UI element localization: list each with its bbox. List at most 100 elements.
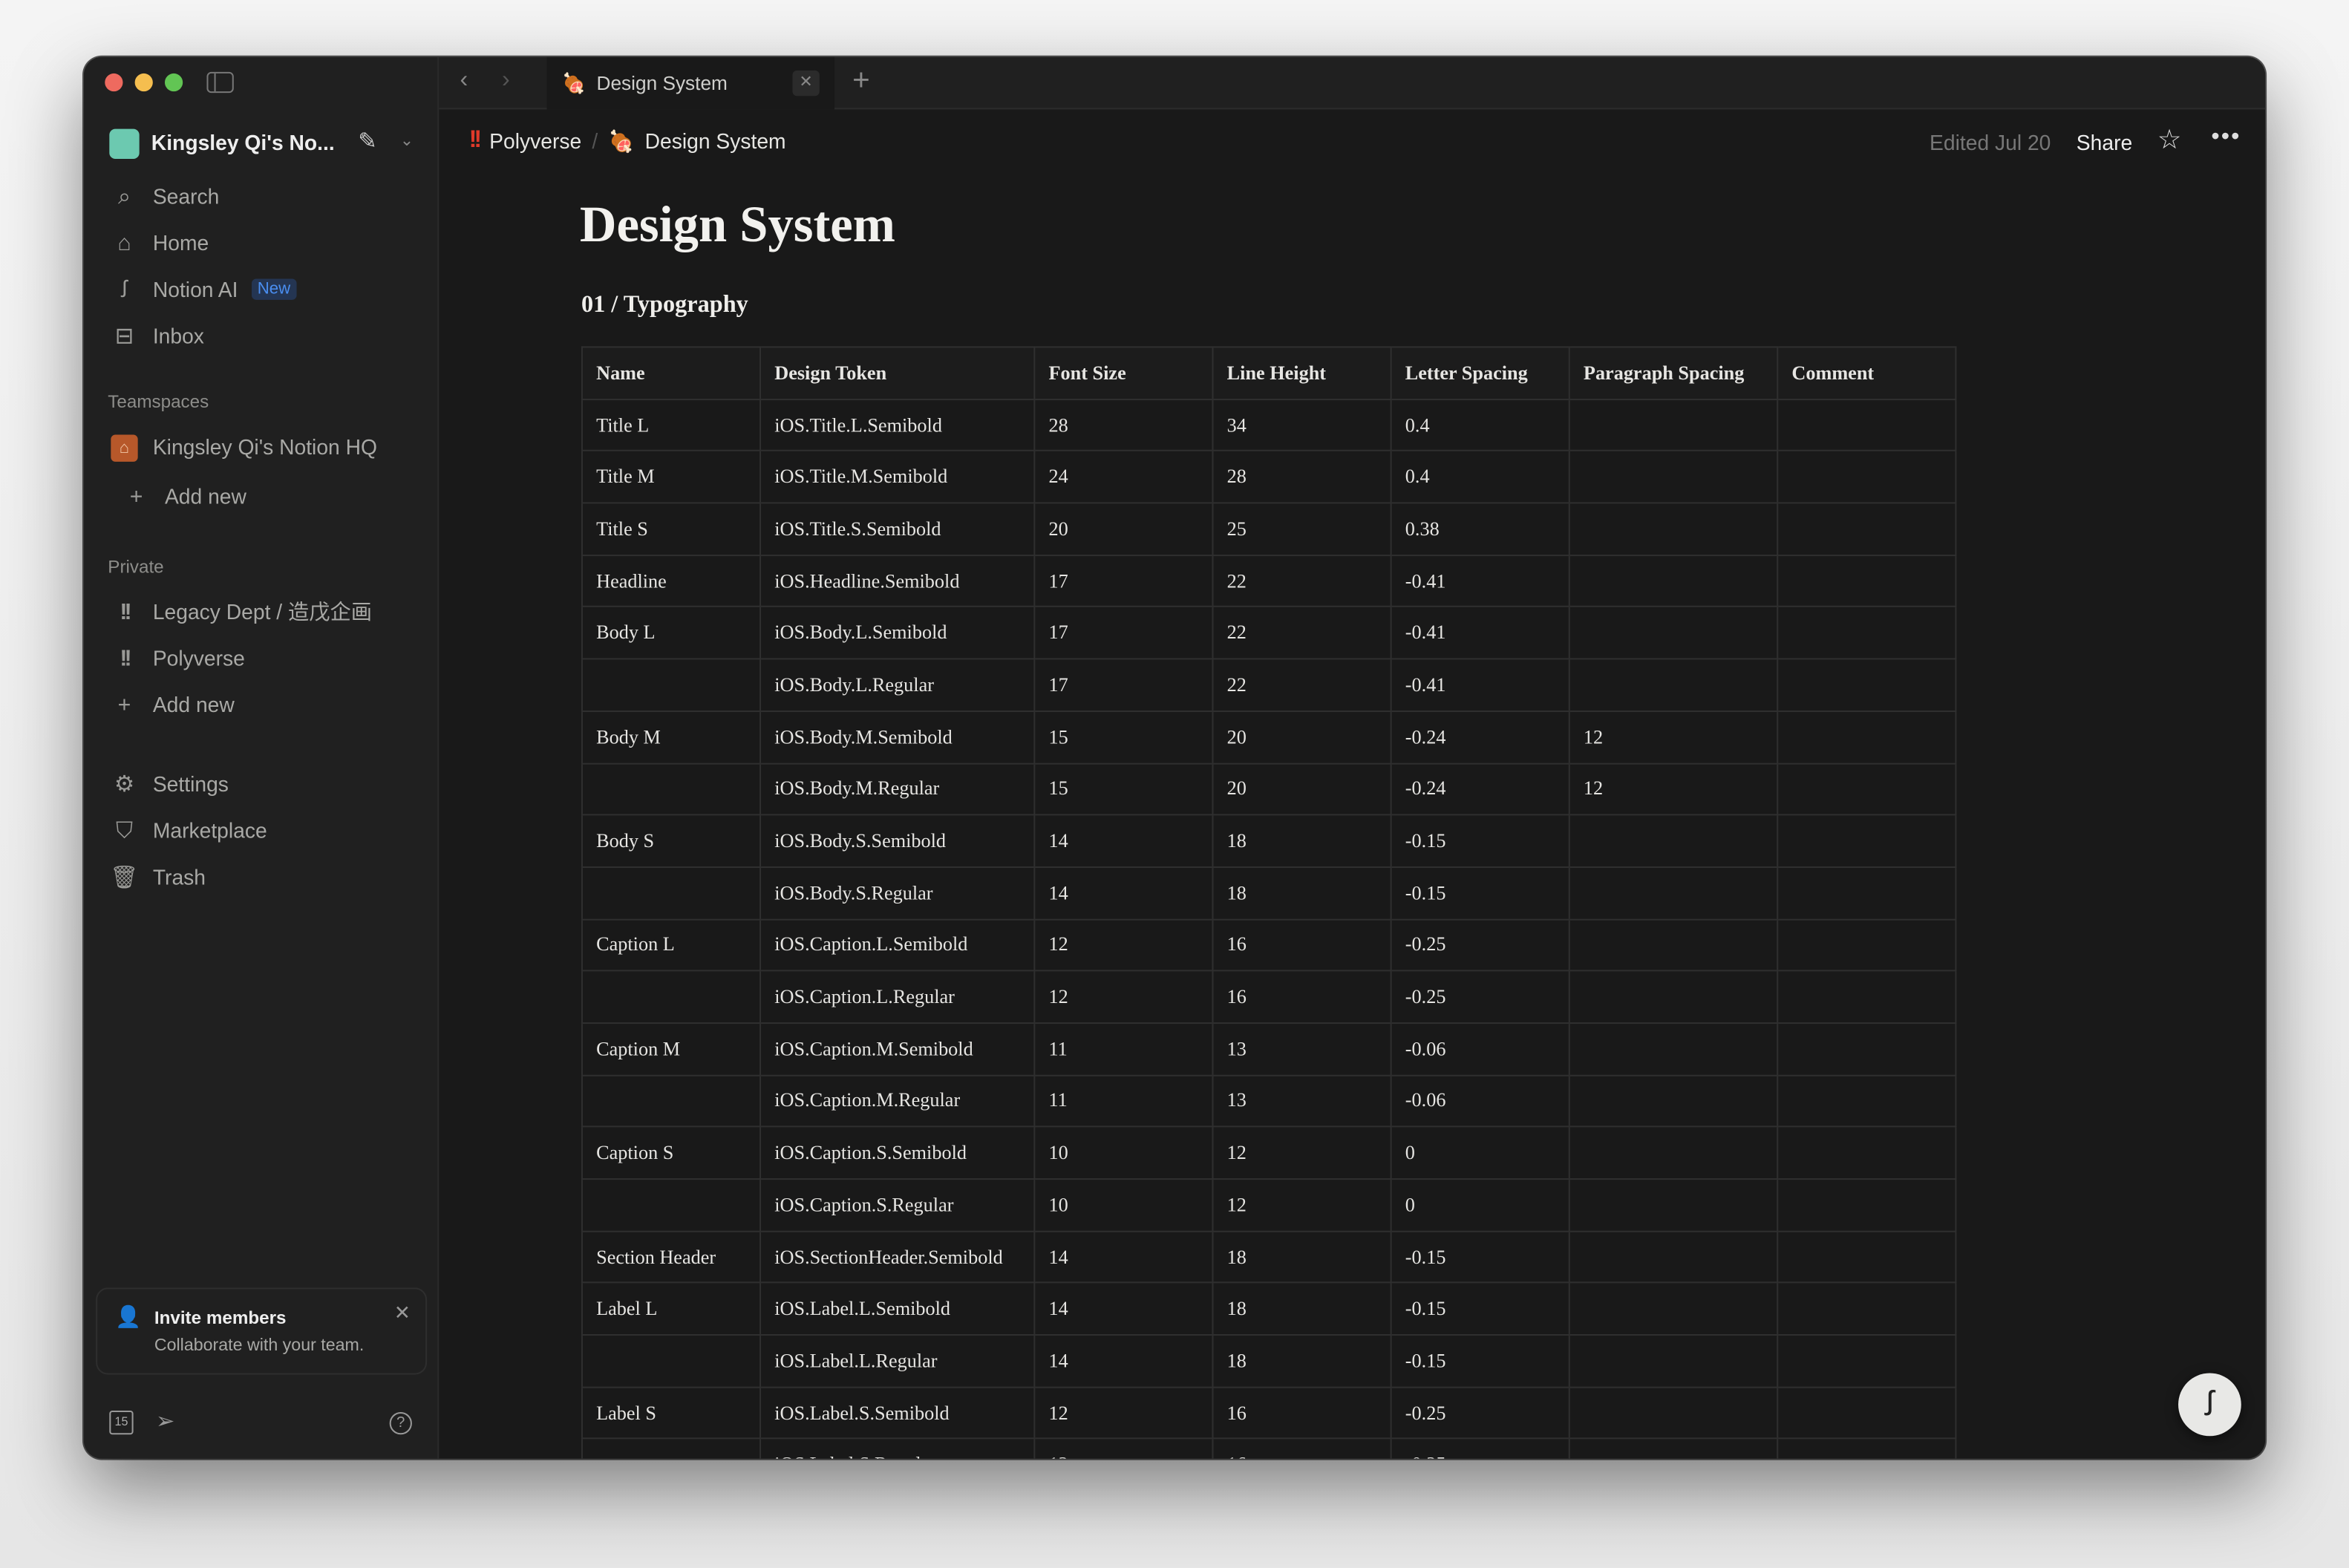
table-cell[interactable] (1777, 918, 1957, 972)
table-cell[interactable] (1777, 970, 1957, 1024)
table-cell[interactable]: iOS.Body.S.Regular (759, 866, 1036, 920)
table-cell[interactable]: iOS.Label.S.Regular (759, 1438, 1036, 1459)
table-cell[interactable]: Title L (581, 398, 762, 452)
table-cell[interactable]: 17 (1033, 658, 1214, 712)
table-cell[interactable] (1777, 814, 1957, 868)
table-cell[interactable]: 0 (1390, 1178, 1570, 1232)
sidebar-add-teamspace[interactable]: + Add new (121, 477, 246, 515)
table-cell[interactable]: -0.41 (1390, 554, 1570, 608)
table-cell[interactable]: 18 (1212, 866, 1392, 920)
table-cell[interactable]: -0.41 (1390, 606, 1570, 660)
more-options-icon[interactable]: ••• (2211, 124, 2241, 150)
table-cell[interactable]: -0.15 (1390, 1282, 1570, 1336)
table-cell[interactable]: 13 (1212, 1022, 1392, 1076)
table-cell[interactable]: iOS.Label.L.Regular (759, 1334, 1036, 1388)
table-cell[interactable]: Label L (581, 1282, 762, 1336)
sidebar-toggle-icon[interactable] (206, 71, 234, 94)
table-cell[interactable]: 13 (1212, 1074, 1392, 1128)
table-cell[interactable] (1777, 1282, 1957, 1336)
calendar-icon[interactable]: 15 (109, 1410, 134, 1435)
table-cell[interactable] (1777, 398, 1957, 452)
table-cell[interactable]: -0.25 (1390, 1438, 1570, 1459)
table-cell[interactable]: iOS.Title.S.Semibold (759, 502, 1036, 556)
table-cell[interactable]: -0.25 (1390, 918, 1570, 972)
table-cell[interactable]: 12 (1033, 1438, 1214, 1459)
table-cell[interactable] (1777, 866, 1957, 920)
table-cell[interactable]: 0.4 (1390, 398, 1570, 452)
table-cell[interactable]: 20 (1212, 710, 1392, 764)
table-cell[interactable] (1568, 1334, 1779, 1388)
table-cell[interactable]: 12 (1568, 710, 1779, 764)
table-cell[interactable]: 0 (1390, 1126, 1570, 1180)
table-cell[interactable]: iOS.Body.L.Semibold (759, 606, 1036, 660)
table-cell[interactable] (1777, 606, 1957, 660)
table-cell[interactable] (1568, 502, 1779, 556)
table-cell[interactable]: 12 (1033, 918, 1214, 972)
forward-icon[interactable]: › (501, 67, 510, 94)
table-cell[interactable] (581, 1438, 762, 1459)
sidebar-item-notion-ai[interactable]: ꭍ Notion AI New (109, 270, 297, 308)
table-cell[interactable]: 15 (1033, 710, 1214, 764)
table-cell[interactable]: Body M (581, 710, 762, 764)
share-button[interactable]: Share (2076, 130, 2133, 154)
table-cell[interactable] (581, 1178, 762, 1232)
table-cell[interactable]: iOS.Body.S.Semibold (759, 814, 1036, 868)
table-cell[interactable]: 12 (1212, 1126, 1392, 1180)
table-cell[interactable]: 28 (1212, 450, 1392, 504)
table-cell[interactable]: 25 (1212, 502, 1392, 556)
back-icon[interactable]: ‹ (460, 67, 468, 94)
table-cell[interactable] (1777, 1386, 1957, 1440)
table-cell[interactable]: 10 (1033, 1178, 1214, 1232)
table-cell[interactable]: 11 (1033, 1074, 1214, 1128)
column-header[interactable]: Comment (1777, 346, 1957, 400)
table-cell[interactable] (1568, 1126, 1779, 1180)
table-cell[interactable]: -0.24 (1390, 710, 1570, 764)
table-cell[interactable]: Label S (581, 1386, 762, 1440)
workspace-name[interactable]: Kingsley Qi's No... (151, 130, 335, 154)
table-cell[interactable]: -0.15 (1390, 866, 1570, 920)
table-cell[interactable]: 17 (1033, 554, 1214, 608)
table-cell[interactable]: Section Header (581, 1230, 762, 1284)
column-header[interactable]: Design Token (759, 346, 1036, 400)
table-cell[interactable]: 0.38 (1390, 502, 1570, 556)
send-icon[interactable]: ➢ (155, 1408, 175, 1435)
table-cell[interactable]: 12 (1033, 1386, 1214, 1440)
table-cell[interactable] (1568, 1230, 1779, 1284)
table-cell[interactable]: iOS.Headline.Semibold (759, 554, 1036, 608)
table-cell[interactable]: Title S (581, 502, 762, 556)
table-cell[interactable]: -0.25 (1390, 1386, 1570, 1440)
table-cell[interactable] (1777, 1126, 1957, 1180)
table-cell[interactable] (581, 866, 762, 920)
table-cell[interactable] (1568, 450, 1779, 504)
table-cell[interactable] (1777, 1334, 1957, 1388)
table-cell[interactable] (1777, 762, 1957, 816)
sidebar-item-inbox[interactable]: ⊟ Inbox (109, 316, 204, 355)
table-cell[interactable]: iOS.Caption.S.Regular (759, 1178, 1036, 1232)
close-tab-icon[interactable]: ✕ (792, 70, 820, 97)
table-cell[interactable]: 10 (1033, 1126, 1214, 1180)
table-cell[interactable]: 16 (1212, 970, 1392, 1024)
table-cell[interactable] (581, 762, 762, 816)
table-cell[interactable] (1777, 554, 1957, 608)
table-cell[interactable] (1568, 918, 1779, 972)
table-cell[interactable]: -0.41 (1390, 658, 1570, 712)
maximize-window-button[interactable] (164, 73, 183, 92)
table-cell[interactable]: Body S (581, 814, 762, 868)
invite-members-card[interactable]: 👤 Invite members Collaborate with your t… (96, 1287, 428, 1375)
table-cell[interactable] (1568, 554, 1779, 608)
table-cell[interactable]: -0.15 (1390, 814, 1570, 868)
table-cell[interactable] (1568, 970, 1779, 1024)
table-cell[interactable]: 16 (1212, 1438, 1392, 1459)
column-header[interactable]: Letter Spacing (1390, 346, 1570, 400)
table-cell[interactable]: iOS.SectionHeader.Semibold (759, 1230, 1036, 1284)
sidebar-item-home[interactable]: ⌂ Home (109, 223, 209, 262)
table-cell[interactable]: iOS.Body.M.Semibold (759, 710, 1036, 764)
table-cell[interactable]: -0.25 (1390, 970, 1570, 1024)
sidebar-item-legacy-dept[interactable]: !! Legacy Dept / 造戊企画 (109, 592, 372, 631)
table-cell[interactable]: 18 (1212, 814, 1392, 868)
table-cell[interactable]: 11 (1033, 1022, 1214, 1076)
table-cell[interactable]: 14 (1033, 1334, 1214, 1388)
new-tab-icon[interactable]: + (852, 64, 870, 98)
table-cell[interactable]: 20 (1212, 762, 1392, 816)
table-cell[interactable] (1568, 866, 1779, 920)
